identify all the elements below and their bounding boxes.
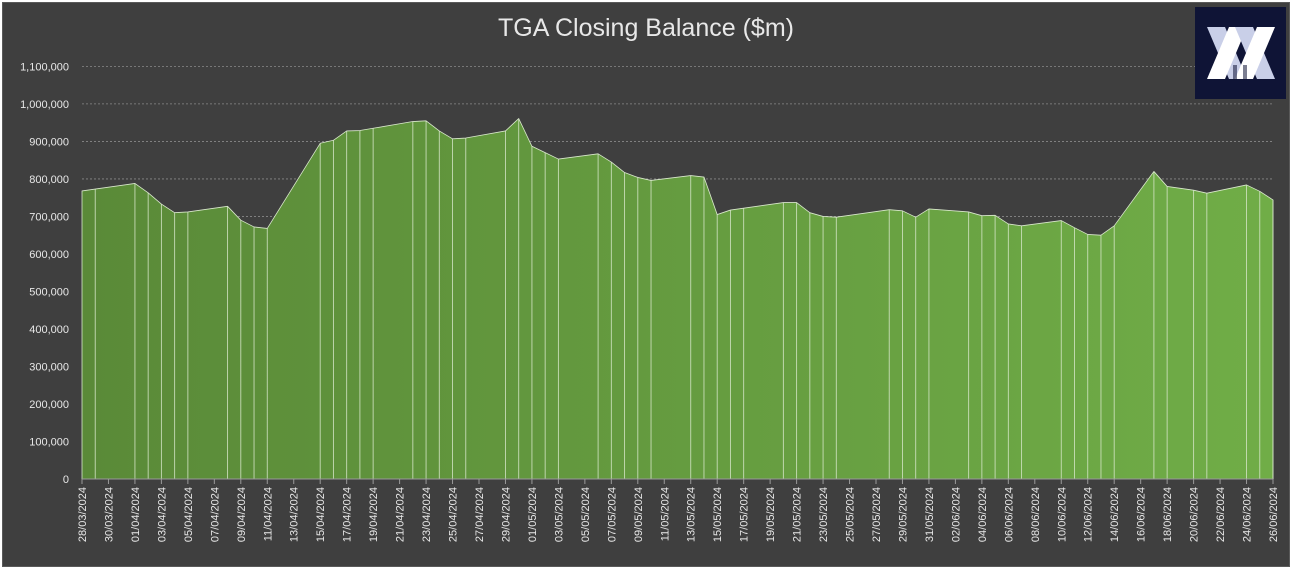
area-series (81, 118, 1274, 480)
x-tick-label: 05/05/2024 (580, 487, 592, 542)
y-tick-label: 700,000 (29, 211, 69, 223)
x-tick-label: 17/05/2024 (739, 487, 751, 542)
y-tick-label: 600,000 (29, 249, 69, 261)
x-tick-label: 11/05/2024 (659, 487, 671, 541)
x-tick-label: 15/05/2024 (712, 487, 724, 542)
x-tick-label: 26/06/2024 (1268, 487, 1280, 542)
x-tick-label: 19/04/2024 (368, 487, 380, 542)
x-tick-label: 14/06/2024 (1109, 487, 1121, 542)
y-tick-label: 400,000 (29, 324, 69, 336)
x-tick-label: 03/05/2024 (553, 487, 565, 542)
area-fill (81, 118, 1274, 480)
x-tick-label: 07/04/2024 (209, 487, 221, 542)
x-tick-label: 04/06/2024 (977, 487, 989, 542)
y-tick-label: 100,000 (29, 436, 69, 448)
x-tick-label: 09/05/2024 (633, 487, 645, 542)
x-tick-label: 31/05/2024 (924, 487, 936, 542)
x-tick-label: 16/06/2024 (1136, 487, 1148, 542)
x-tick-label: 13/04/2024 (289, 487, 301, 542)
x-tick-label: 12/06/2024 (1083, 487, 1095, 542)
chart-title: TGA Closing Balance ($m) (498, 14, 794, 42)
x-tick-label: 15/04/2024 (315, 487, 327, 542)
y-tick-label: 800,000 (29, 174, 69, 186)
x-tick-label: 03/04/2024 (156, 487, 168, 542)
x-tick-label: 19/05/2024 (765, 487, 777, 542)
x-tick-label: 27/05/2024 (871, 487, 883, 542)
y-tick-label: 900,000 (29, 136, 69, 148)
y-tick-label: 1,100,000 (20, 61, 69, 73)
x-tick-label: 02/06/2024 (950, 487, 962, 542)
y-tick-label: 1,000,000 (20, 99, 69, 111)
x-tick-label: 23/05/2024 (818, 487, 830, 542)
x-tick-label: 21/05/2024 (792, 487, 804, 542)
x-tick-label: 18/06/2024 (1162, 487, 1174, 542)
x-tick-labels: 28/03/2024 30/03/2024 01/04/2024 03/04/2024… (77, 487, 1280, 542)
area-separators (94, 118, 1274, 479)
x-tick-label: 22/06/2024 (1215, 487, 1227, 542)
x-tick-label: 09/04/2024 (236, 487, 248, 542)
x-tick-label: 23/04/2024 (421, 487, 433, 542)
x-tick-label: 30/03/2024 (104, 487, 116, 542)
x-tick-label: 11/04/2024 (262, 487, 274, 541)
y-tick-label: 200,000 (29, 399, 69, 411)
y-tick-label: 500,000 (29, 286, 69, 298)
y-tick-label: 300,000 (29, 361, 69, 373)
y-tick-labels: 0 100,000 200,000 300,000 400,000 500,000 600,… (20, 61, 69, 486)
x-tick-label: 29/04/2024 (501, 487, 513, 542)
x-tick-label: 13/05/2024 (686, 487, 698, 542)
x-tick-label: 28/03/2024 (77, 487, 89, 542)
x-tick-label: 01/05/2024 (527, 487, 539, 542)
x-tick-label: 07/05/2024 (606, 487, 618, 542)
x-logo-icon (1195, 7, 1286, 99)
y-tick-label: 0 (63, 474, 69, 486)
x-tick-label: 20/06/2024 (1189, 487, 1201, 542)
x-tick-label: 27/04/2024 (474, 487, 486, 542)
x-tick-label: 21/04/2024 (395, 487, 407, 542)
x-tick-label: 05/04/2024 (183, 487, 195, 542)
x-tick-label: 10/06/2024 (1056, 487, 1068, 542)
x-tick-label: 25/05/2024 (845, 487, 857, 542)
axes (81, 478, 1274, 484)
x-tick-label: 29/05/2024 (898, 487, 910, 542)
x-tick-label: 06/06/2024 (1003, 487, 1015, 542)
x-tick-label: 08/06/2024 (1030, 487, 1042, 542)
x-tick-label: 01/04/2024 (130, 487, 142, 542)
x-tick-label: 25/04/2024 (448, 487, 460, 542)
x-tick-label: 24/06/2024 (1242, 487, 1254, 542)
x-tick-label: 17/04/2024 (342, 487, 354, 542)
